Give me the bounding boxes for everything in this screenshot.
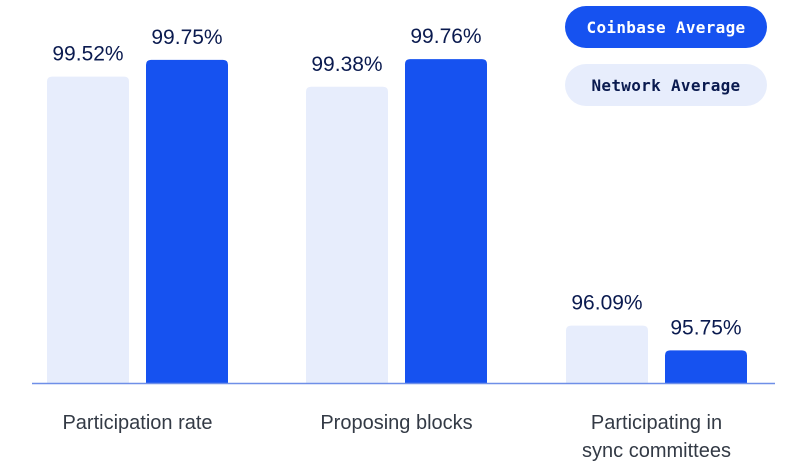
legend-coinbase-average: Coinbase Average xyxy=(565,6,767,48)
value-label-participation-rate-network: 99.52% xyxy=(52,43,123,66)
category-label: sync committees xyxy=(582,440,731,462)
bar-sync-committees-network xyxy=(566,325,648,383)
bar-proposing-blocks-network xyxy=(306,86,388,383)
bar-proposing-blocks-coinbase xyxy=(405,59,487,383)
value-label-proposing-blocks-coinbase: 99.76% xyxy=(410,25,481,48)
value-label-sync-committees-coinbase: 95.75% xyxy=(670,316,741,339)
value-label-participation-rate-coinbase: 99.75% xyxy=(151,26,222,49)
category-label: Participating in xyxy=(591,412,722,434)
value-label-proposing-blocks-network: 99.38% xyxy=(311,53,382,76)
legend-network-average: Network Average xyxy=(565,64,767,106)
bar-participation-rate-coinbase xyxy=(146,59,228,384)
bar-sync-committees-coinbase xyxy=(665,350,747,383)
bar-participation-rate-network xyxy=(47,76,129,383)
category-label: Participation rate xyxy=(62,412,212,434)
value-label-sync-committees-network: 96.09% xyxy=(571,292,642,315)
category-label: Proposing blocks xyxy=(320,412,472,434)
